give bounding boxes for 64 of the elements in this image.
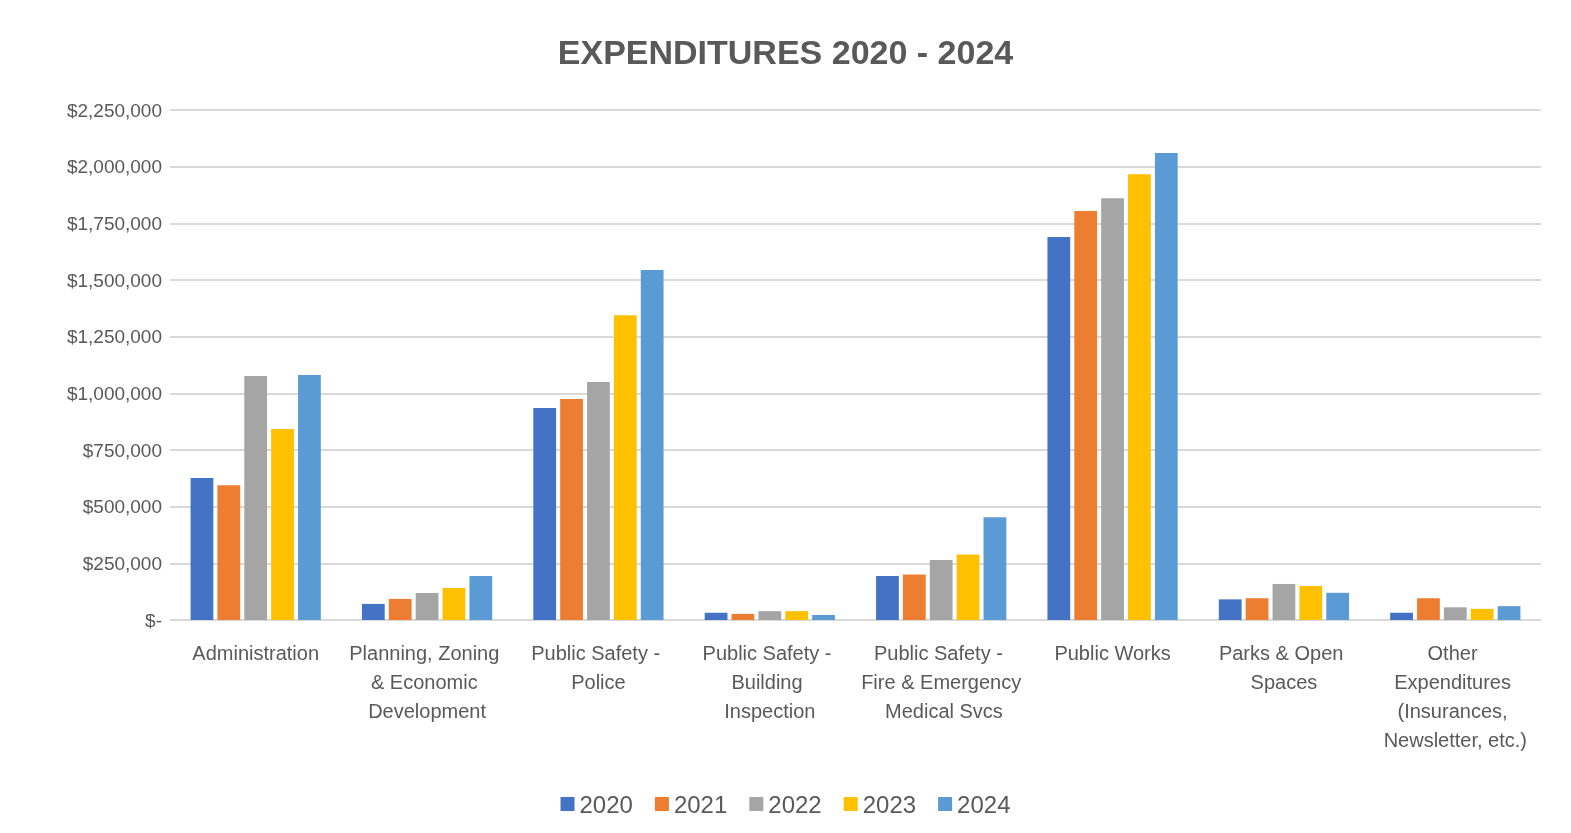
bar xyxy=(1128,174,1151,620)
bar xyxy=(271,428,294,620)
bar xyxy=(1443,607,1467,620)
bar xyxy=(298,374,321,620)
bar xyxy=(1218,599,1242,620)
bar xyxy=(1101,198,1124,620)
chart-title: EXPENDITURES 2020 - 2024 xyxy=(557,33,1014,71)
bar xyxy=(731,613,755,620)
bar xyxy=(704,612,728,620)
y-tick-label: $1,500,000 xyxy=(66,269,162,291)
bar xyxy=(1047,236,1071,620)
legend-label: 2023 xyxy=(862,790,917,818)
x-tick-label: Parks & Open Spaces xyxy=(1218,641,1349,693)
bar xyxy=(442,588,466,620)
legend-label: 2021 xyxy=(673,790,728,818)
bar xyxy=(1074,211,1098,620)
bar xyxy=(244,375,268,620)
bar xyxy=(1245,598,1269,620)
bar xyxy=(1326,592,1350,620)
legend-label: 2020 xyxy=(579,790,633,818)
x-tick-label: Public Works xyxy=(1054,641,1171,664)
legend-label: 2024 xyxy=(957,790,1011,818)
bar xyxy=(758,611,782,620)
bar xyxy=(388,598,412,620)
bar xyxy=(1470,608,1494,620)
x-tick-label: Administration xyxy=(192,641,320,664)
y-tick-label: $1,000,000 xyxy=(66,382,162,404)
legend-label: 2022 xyxy=(768,790,822,818)
y-tick-label: $500,000 xyxy=(82,496,162,518)
bar xyxy=(415,593,439,620)
bar xyxy=(1390,612,1413,620)
bar xyxy=(902,574,926,620)
bar xyxy=(587,382,610,620)
bar xyxy=(1299,586,1323,620)
y-tick-label: $1,250,000 xyxy=(66,326,162,348)
x-tick-label: Public Safety - Fire & Emergency Medical Svcs xyxy=(861,641,1022,722)
y-tick-label: $2,000,000 xyxy=(66,156,162,178)
bar xyxy=(217,485,241,620)
bar xyxy=(1497,606,1521,620)
x-tick-label: Public Safety - Building Inspection xyxy=(702,641,838,722)
x-tick-label: Planning, Zoning & Economic Development xyxy=(349,641,505,722)
y-tick-label: $1,750,000 xyxy=(66,212,162,234)
bar xyxy=(613,315,637,620)
bar xyxy=(560,399,583,620)
bar xyxy=(361,603,385,620)
bar xyxy=(929,559,953,620)
y-tick-label: $250,000 xyxy=(82,552,162,574)
bar xyxy=(640,270,664,620)
bar xyxy=(956,554,980,620)
bar xyxy=(1154,153,1178,620)
y-tick-label: $2,250,000 xyxy=(66,99,162,121)
bar xyxy=(785,611,809,620)
y-tick-label: $750,000 xyxy=(82,439,162,461)
bar xyxy=(876,576,899,620)
x-tick-label: Public Safety - Police xyxy=(531,641,666,693)
bar xyxy=(190,478,214,620)
bar xyxy=(1272,583,1296,620)
bar xyxy=(469,576,493,620)
y-tick-label: $- xyxy=(145,609,162,631)
bar xyxy=(983,517,1007,620)
bar xyxy=(533,408,557,620)
x-tick-label: Other Expenditures (Insurances, Newsletter, etc.) xyxy=(1383,641,1528,751)
bar xyxy=(812,615,835,620)
bar xyxy=(1417,598,1440,620)
